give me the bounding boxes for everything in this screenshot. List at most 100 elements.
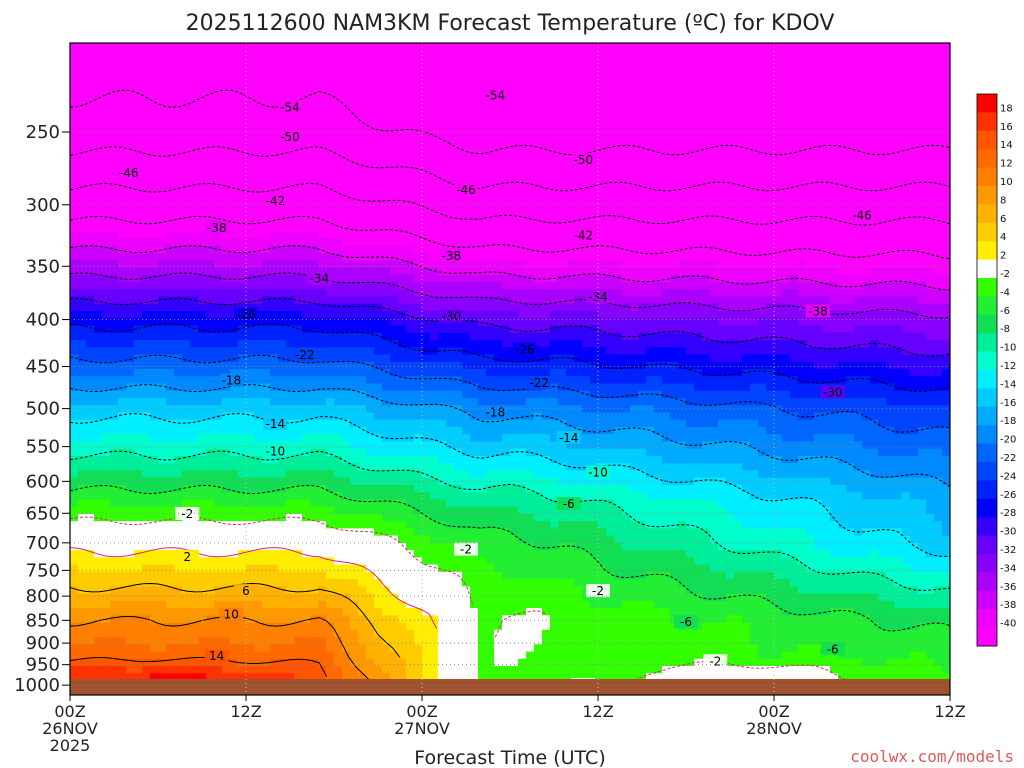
- field-cell: [270, 383, 279, 392]
- field-cell: [142, 666, 151, 674]
- field-cell: [486, 484, 495, 493]
- field-cell: [142, 267, 151, 276]
- field-cell: [366, 282, 375, 290]
- field-cell: [158, 637, 167, 645]
- field-cell: [382, 209, 391, 218]
- field-cell: [318, 390, 327, 399]
- field-cell: [470, 253, 479, 261]
- field-cell: [70, 173, 79, 182]
- field-cell: [350, 267, 359, 276]
- field-cell: [158, 426, 167, 435]
- field-cell: [318, 129, 327, 138]
- field-cell: [510, 260, 519, 269]
- field-cell: [326, 571, 335, 580]
- field-cell: [422, 325, 431, 334]
- field-cell: [294, 564, 303, 573]
- field-cell: [166, 376, 175, 385]
- field-cell: [334, 644, 343, 653]
- field-cell: [478, 629, 487, 638]
- field-cell: [502, 550, 511, 558]
- field-cell: [222, 108, 231, 117]
- field-cell: [502, 397, 511, 406]
- field-cell: [270, 651, 279, 660]
- field-cell: [438, 340, 447, 348]
- field-cell: [190, 369, 199, 377]
- field-cell: [326, 593, 335, 602]
- field-cell: [406, 166, 415, 174]
- field-cell: [358, 108, 367, 117]
- field-cell: [246, 542, 255, 551]
- field-cell: [206, 369, 215, 377]
- field-cell: [294, 238, 303, 247]
- field-cell: [142, 43, 151, 51]
- field-cell: [206, 673, 215, 682]
- field-cell: [462, 629, 471, 638]
- field-cell: [230, 542, 239, 551]
- field-cell: [246, 137, 255, 146]
- field-cell: [422, 108, 431, 117]
- field-cell: [430, 535, 439, 544]
- field-cell: [462, 173, 471, 182]
- field-cell: [342, 673, 351, 682]
- field-cell: [422, 303, 431, 312]
- field-cell: [86, 282, 95, 290]
- field-cell: [134, 484, 143, 493]
- field-cell: [238, 115, 247, 124]
- field-cell: [430, 260, 439, 269]
- field-cell: [478, 202, 487, 211]
- field-cell: [142, 129, 151, 138]
- field-cell: [174, 253, 183, 261]
- field-cell: [110, 50, 119, 59]
- field-cell: [326, 521, 335, 529]
- field-cell: [382, 615, 391, 624]
- field-cell: [414, 303, 423, 312]
- field-cell: [478, 267, 487, 276]
- field-cell: [406, 608, 415, 616]
- field-cell: [174, 644, 183, 653]
- field-cell: [406, 122, 415, 131]
- field-cell: [278, 93, 287, 102]
- field-cell: [278, 434, 287, 443]
- field-cell: [342, 325, 351, 334]
- field-cell: [134, 144, 143, 153]
- field-cell: [190, 608, 199, 616]
- field-cell: [94, 513, 103, 522]
- field-cell: [198, 267, 207, 276]
- field-cell: [350, 542, 359, 551]
- field-cell: [142, 513, 151, 522]
- field-cell: [342, 151, 351, 160]
- field-cell: [350, 144, 359, 153]
- field-cell: [182, 354, 191, 363]
- field-cell: [430, 383, 439, 392]
- field-cell: [70, 296, 79, 305]
- field-cell: [366, 231, 375, 240]
- field-cell: [286, 187, 295, 196]
- field-cell: [78, 521, 87, 529]
- field-cell: [358, 195, 367, 203]
- field-cell: [302, 274, 311, 283]
- field-cell: [110, 108, 119, 117]
- field-cell: [438, 369, 447, 377]
- field-cell: [398, 405, 407, 414]
- field-cell: [158, 311, 167, 319]
- field-cell: [326, 470, 335, 479]
- field-cell: [142, 57, 151, 66]
- field-cell: [206, 347, 215, 356]
- field-cell: [182, 238, 191, 247]
- field-cell: [78, 600, 87, 609]
- field-cell: [254, 470, 263, 479]
- field-cell: [446, 383, 455, 392]
- field-cell: [270, 637, 279, 645]
- field-cell: [166, 492, 175, 500]
- field-cell: [286, 151, 295, 160]
- field-cell: [262, 484, 271, 493]
- field-cell: [430, 542, 439, 551]
- field-cell: [342, 499, 351, 508]
- field-cell: [502, 79, 511, 88]
- field-cell: [294, 426, 303, 435]
- field-cell: [310, 369, 319, 377]
- field-cell: [198, 325, 207, 334]
- field-cell: [134, 441, 143, 450]
- field-cell: [134, 289, 143, 298]
- field-cell: [238, 564, 247, 573]
